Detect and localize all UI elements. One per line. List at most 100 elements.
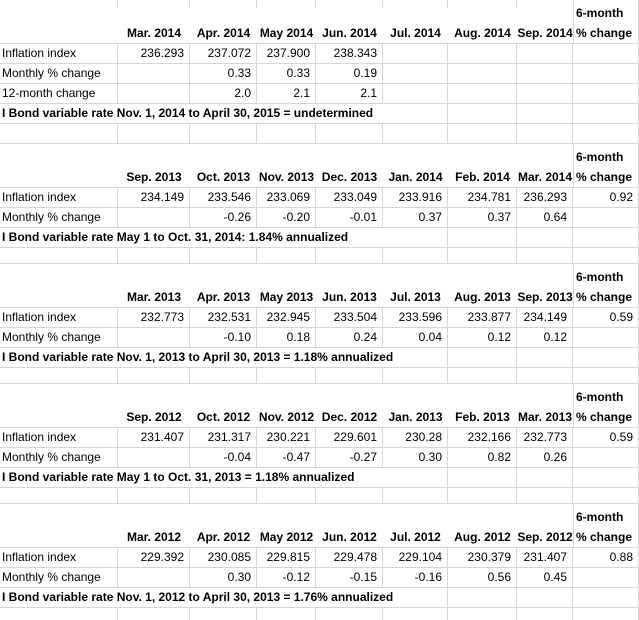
twelve-month-value-cell[interactable]	[517, 84, 573, 103]
month-header-cell[interactable]: Jan. 2013	[388, 410, 443, 424]
ibond-rate-summary-cell[interactable]: I Bond variable rate May 1 to Oct. 31, 2…	[0, 228, 448, 247]
empty-cell[interactable]	[118, 488, 190, 503]
inflation-value-cell[interactable]: 233.916	[383, 188, 448, 207]
empty-cell[interactable]	[573, 348, 639, 367]
monthly-change-value-cell[interactable]: 0.04	[383, 328, 448, 347]
empty-cell[interactable]	[573, 248, 639, 263]
month-header-cell[interactable]: May 2014	[259, 26, 314, 40]
empty-cell[interactable]	[257, 124, 316, 143]
empty-cell[interactable]	[517, 124, 573, 143]
inflation-value-cell[interactable]: 234.781	[448, 188, 517, 207]
inflation-value-cell[interactable]: 229.392	[118, 548, 190, 567]
empty-cell[interactable]	[573, 568, 639, 587]
empty-cell[interactable]	[517, 228, 573, 247]
inflation-value-cell[interactable]: 230.379	[448, 548, 517, 567]
monthly-change-value-cell[interactable]: -0.10	[190, 328, 257, 347]
month-header-cell[interactable]: Sep. 2012	[517, 530, 573, 544]
month-header-cell[interactable]: May 2012	[259, 530, 314, 544]
empty-cell[interactable]	[0, 488, 118, 503]
empty-cell[interactable]	[190, 608, 257, 620]
monthly-change-value-cell[interactable]: 0.33	[257, 64, 316, 83]
inflation-value-cell[interactable]: 233.069	[257, 188, 316, 207]
monthly-change-value-cell[interactable]: -0.04	[190, 448, 257, 467]
inflation-value-cell[interactable]: 229.478	[316, 548, 383, 567]
empty-cell[interactable]	[573, 448, 639, 467]
monthly-change-value-cell[interactable]: 0.37	[383, 208, 448, 227]
month-header-cell[interactable]: Sep. 2012	[126, 410, 182, 424]
month-header-cell[interactable]: Nov. 2013	[258, 170, 315, 184]
month-header-cell[interactable]: Mar. 2012	[126, 530, 182, 544]
month-header-cell[interactable]: Apr. 2013	[196, 290, 251, 304]
monthly-change-value-cell[interactable]	[448, 64, 517, 83]
inflation-value-cell[interactable]: 232.773	[517, 428, 573, 447]
inflation-value-cell[interactable]: 229.601	[316, 428, 383, 447]
month-header-cell[interactable]: Jul. 2012	[390, 530, 441, 544]
empty-cell[interactable]	[448, 248, 517, 263]
empty-cell[interactable]	[573, 208, 639, 227]
empty-cell[interactable]	[383, 608, 448, 620]
monthly-change-value-cell[interactable]	[517, 64, 573, 83]
month-header-cell[interactable]: Apr. 2012	[196, 530, 251, 544]
inflation-value-cell[interactable]	[517, 44, 573, 63]
empty-cell[interactable]	[517, 588, 573, 607]
inflation-value-cell[interactable]: 233.877	[448, 308, 517, 327]
month-header-cell[interactable]: Jun. 2013	[322, 290, 377, 304]
empty-cell[interactable]	[448, 348, 517, 367]
empty-cell[interactable]	[190, 488, 257, 503]
empty-cell[interactable]	[316, 248, 383, 263]
row-label-monthly-change[interactable]: Monthly % change	[0, 568, 118, 587]
monthly-change-value-cell[interactable]: 0.82	[448, 448, 517, 467]
month-header-cell[interactable]: Oct. 2013	[196, 170, 251, 184]
inflation-value-cell[interactable]: 233.596	[383, 308, 448, 327]
empty-cell[interactable]	[573, 104, 639, 123]
monthly-change-value-cell[interactable]: 0.30	[190, 568, 257, 587]
six-month-header-cell[interactable]: 6-month % change	[573, 264, 639, 307]
month-header-cell[interactable]: Sep. 2013	[517, 290, 573, 304]
month-header-cell[interactable]: Feb. 2014	[455, 170, 510, 184]
empty-cell[interactable]	[517, 488, 573, 503]
inflation-value-cell[interactable]: 233.546	[190, 188, 257, 207]
monthly-change-value-cell[interactable]: 0.24	[316, 328, 383, 347]
row-label-monthly-change[interactable]: Monthly % change	[0, 208, 118, 227]
twelve-month-value-cell[interactable]: 2.1	[257, 84, 316, 103]
row-label-inflation-index[interactable]: Inflation index	[0, 428, 118, 447]
monthly-change-value-cell[interactable]: -0.12	[257, 568, 316, 587]
inflation-value-cell[interactable]: 229.104	[383, 548, 448, 567]
month-header-cell[interactable]: Aug. 2012	[454, 530, 511, 544]
inflation-value-cell[interactable]: 232.945	[257, 308, 316, 327]
empty-cell[interactable]	[383, 488, 448, 503]
month-header-cell[interactable]: Sep. 2014	[517, 26, 573, 40]
month-header-cell[interactable]: Aug. 2013	[454, 290, 511, 304]
ibond-rate-summary-cell[interactable]: I Bond variable rate Nov. 1, 2014 to Apr…	[0, 104, 448, 123]
six-month-header-cell[interactable]: 6-month % change	[573, 0, 639, 43]
empty-cell[interactable]	[383, 368, 448, 383]
monthly-change-value-cell[interactable]: 0.30	[383, 448, 448, 467]
month-header-cell[interactable]: Jul. 2013	[390, 290, 441, 304]
empty-cell[interactable]	[257, 488, 316, 503]
inflation-value-cell[interactable]: 231.317	[190, 428, 257, 447]
monthly-change-value-cell[interactable]: -0.01	[316, 208, 383, 227]
six-month-value-cell[interactable]: 0.88	[573, 548, 639, 567]
empty-cell[interactable]	[448, 488, 517, 503]
inflation-value-cell[interactable]	[448, 44, 517, 63]
empty-cell[interactable]	[118, 248, 190, 263]
empty-cell[interactable]	[257, 368, 316, 383]
ibond-rate-summary-cell[interactable]: I Bond variable rate Nov. 1, 2012 to Apr…	[0, 588, 448, 607]
ibond-rate-summary-cell[interactable]: I Bond variable rate May 1 to Oct. 31, 2…	[0, 468, 448, 487]
empty-cell[interactable]	[448, 468, 517, 487]
inflation-value-cell[interactable]: 230.221	[257, 428, 316, 447]
twelve-month-value-cell[interactable]: 2.0	[190, 84, 257, 103]
row-label-monthly-change[interactable]: Monthly % change	[0, 328, 118, 347]
empty-cell[interactable]	[573, 228, 639, 247]
monthly-change-value-cell[interactable]: 0.12	[448, 328, 517, 347]
empty-cell[interactable]	[0, 264, 118, 307]
empty-cell[interactable]	[517, 368, 573, 383]
inflation-value-cell[interactable]: 236.293	[517, 188, 573, 207]
empty-cell[interactable]	[0, 248, 118, 263]
monthly-change-value-cell[interactable]	[118, 328, 190, 347]
empty-cell[interactable]	[517, 468, 573, 487]
empty-cell[interactable]	[573, 608, 639, 620]
empty-cell[interactable]	[316, 368, 383, 383]
empty-cell[interactable]	[257, 608, 316, 620]
twelve-month-value-cell[interactable]: 2.1	[316, 84, 383, 103]
